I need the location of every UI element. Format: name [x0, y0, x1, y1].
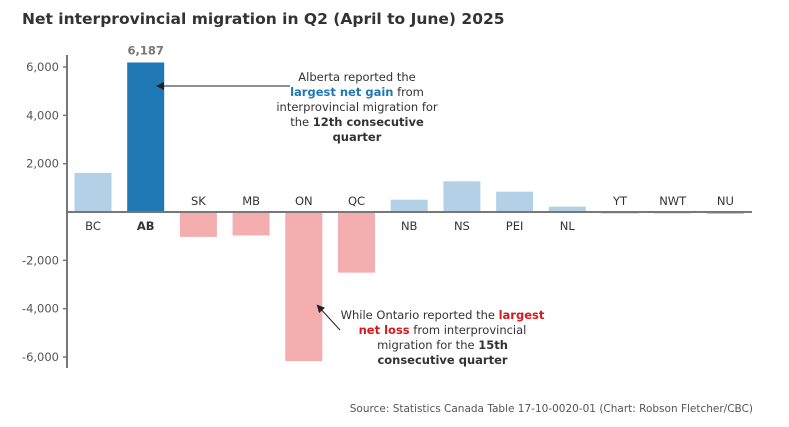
y-tick-label: 2,000	[26, 157, 59, 171]
x-label-ns: NS	[454, 219, 470, 233]
y-tick-label: -2,000	[22, 253, 59, 267]
x-label-qc: QC	[348, 194, 365, 208]
x-label-nu: NU	[717, 194, 734, 208]
bar-sk	[179, 212, 217, 237]
x-label-yt: YT	[612, 194, 628, 208]
annotation-highlight: largest net gain	[290, 85, 394, 99]
bar-ns	[443, 181, 481, 212]
annotation-text: from interprovincial migration for the	[276, 85, 438, 129]
annotation-bold: 12th consecutive quarter	[312, 115, 424, 144]
alberta-annotation: Alberta reported the largest net gain fr…	[272, 70, 442, 145]
source-note: Source: Statistics Canada Table 17-10-00…	[349, 403, 753, 415]
y-tick-label: 6,000	[26, 60, 59, 74]
data-label: 6,187	[128, 43, 164, 57]
y-tick-label: -6,000	[22, 350, 59, 364]
annotation-text: from interprovincial migration for the	[377, 323, 527, 352]
bar-bc	[74, 172, 112, 212]
x-label-mb: MB	[242, 194, 260, 208]
annotation-highlight: largest net loss	[358, 308, 545, 337]
x-label-pei: PEI	[506, 219, 524, 233]
annotation-text: While Ontario reported the	[340, 308, 499, 322]
ontario-annotation: While Ontario reported the largest net l…	[340, 308, 545, 368]
bar-mb	[232, 212, 270, 236]
annotation-bold: 15th consecutive quarter	[377, 338, 508, 367]
x-label-nb: NB	[401, 219, 418, 233]
y-tick-label: 4,000	[26, 108, 59, 122]
x-label-nwt: NWT	[659, 194, 687, 208]
x-label-sk: SK	[191, 194, 206, 208]
bar-qc	[338, 212, 375, 273]
x-label-bc: BC	[85, 219, 101, 233]
annotation-text: Alberta reported the	[298, 70, 416, 84]
bar-nl	[548, 206, 586, 212]
bar-pei	[496, 191, 534, 212]
bar-ab	[127, 62, 165, 212]
ontario-arrow	[316, 304, 341, 331]
x-label-nl: NL	[560, 219, 576, 233]
y-tick-label: -4,000	[22, 302, 59, 316]
bar-on	[285, 212, 323, 362]
chart-title: Net interprovincial migration in Q2 (Apr…	[22, 10, 505, 28]
x-label-ab: AB	[137, 219, 155, 233]
bar-nb	[390, 199, 428, 212]
x-label-on: ON	[295, 194, 313, 208]
